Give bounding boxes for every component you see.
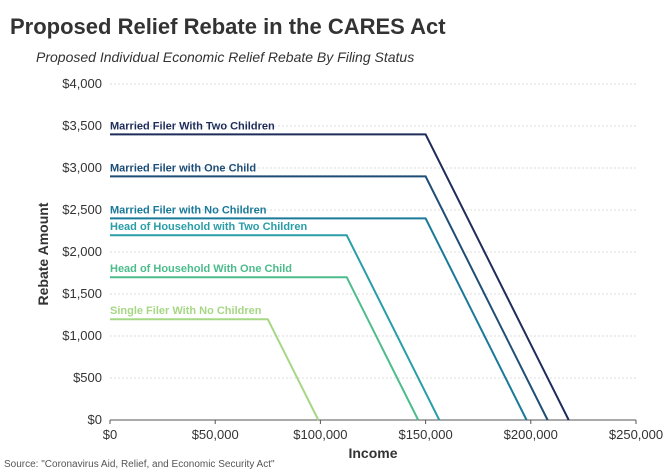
series-line <box>110 217 528 421</box>
x-axis-label: Income <box>348 445 397 461</box>
y-tick-label: $3,500 <box>62 118 102 133</box>
y-tick-label: $500 <box>73 370 102 385</box>
x-tick-label: $50,000 <box>192 427 239 442</box>
x-tick-label: $100,000 <box>293 427 347 442</box>
series-lines: Married Filer With Two Children Married F… <box>110 120 570 421</box>
source-note: Source: "Coronavirus Aid, Relief, and Ec… <box>4 459 275 470</box>
series-label: Married Filer With Two Children <box>110 120 275 132</box>
x-tick-label: $0 <box>103 427 117 442</box>
y-axis-ticks: $0 $500 $1,000 $1,500 $2,000 $2,500 $3,000 $3,5… <box>62 76 102 427</box>
series-line <box>110 133 570 421</box>
gridlines <box>110 83 636 421</box>
series-label: Single Filer With No Children <box>110 305 262 317</box>
series-line <box>110 276 420 421</box>
y-tick-label: $3,000 <box>62 160 102 175</box>
y-tick-label: $2,500 <box>62 202 102 217</box>
y-tick-label: $4,000 <box>62 76 102 91</box>
series-label: Married Filer with One Child <box>110 162 256 174</box>
y-tick-label: $1,500 <box>62 286 102 301</box>
series-line <box>110 175 549 421</box>
x-tick-label: $150,000 <box>398 427 452 442</box>
series-line <box>110 234 441 421</box>
chart-title: Proposed Relief Rebate in the CARES Act <box>10 14 446 39</box>
series-label: Married Filer with No Children <box>110 204 267 216</box>
series-line <box>110 318 320 421</box>
series-label: Head of Household With One Child <box>110 263 292 275</box>
y-axis-label: Rebate Amount <box>35 202 51 305</box>
series-label: Head of Household with Two Children <box>110 221 307 233</box>
x-axis-ticks: $0 $50,000 $100,000 $150,000 $200,000 $250,00… <box>103 420 663 442</box>
x-tick-label: $250,000 <box>609 427 663 442</box>
x-tick-label: $200,000 <box>504 427 558 442</box>
y-tick-label: $0 <box>88 412 102 427</box>
chart-subtitle: Proposed Individual Economic Relief Reba… <box>36 49 415 65</box>
y-tick-label: $2,000 <box>62 244 102 259</box>
y-tick-label: $1,000 <box>62 328 102 343</box>
